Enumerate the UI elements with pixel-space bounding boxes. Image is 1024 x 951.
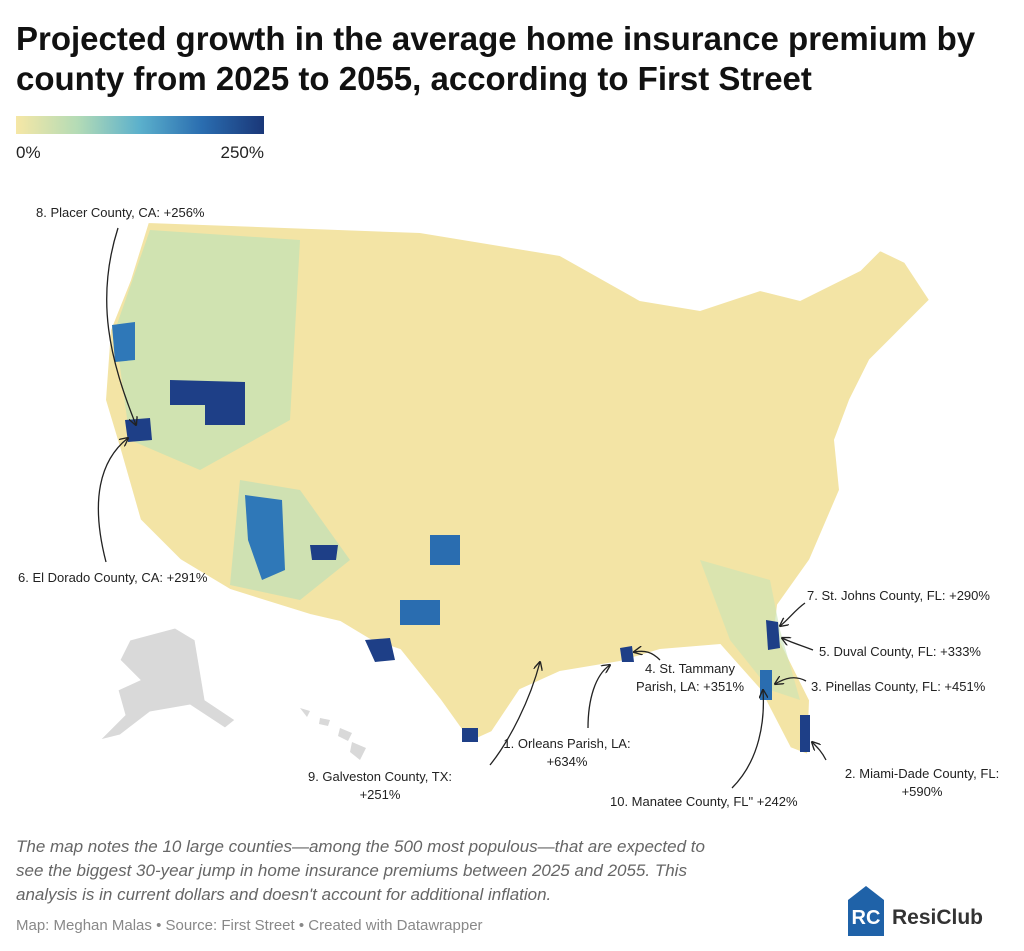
hotspot (400, 600, 440, 625)
arrow (587, 665, 610, 729)
annotation-line: 3. Pinellas County, FL: +451% (811, 679, 986, 694)
arrow (634, 651, 661, 661)
hotspot (310, 545, 338, 560)
annotation-line: 4. St. Tammany (645, 661, 736, 676)
hotspot (245, 495, 285, 580)
alaska (98, 627, 236, 741)
caption-line: see the biggest 30-year jump in home ins… (16, 861, 687, 880)
annotation-line: +251% (360, 787, 401, 802)
hotspot (766, 620, 780, 650)
arrow (97, 438, 128, 563)
arrow (782, 638, 814, 651)
annotation-line: +590% (902, 784, 943, 799)
arrow (731, 690, 763, 789)
annotation-line: 6. El Dorado County, CA: +291% (18, 570, 208, 585)
arrow (489, 662, 540, 766)
annotation-line: 5. Duval County, FL: +333% (819, 644, 981, 659)
hotspot (125, 418, 152, 442)
title-line: Projected growth in the average home ins… (16, 20, 976, 57)
legend-bar (16, 116, 264, 134)
annotation-line: 10. Manatee County, FL" +242% (610, 794, 798, 809)
logo-shape (848, 886, 884, 936)
source: Map: Meghan Malas • Source: First Street… (16, 917, 483, 934)
title-line: county from 2025 to 2055, according to F… (16, 60, 812, 97)
arrow (780, 602, 806, 626)
arrow (106, 227, 136, 425)
hotspot (800, 715, 810, 752)
map (98, 220, 932, 760)
hotspot (462, 728, 478, 742)
hawaii (300, 708, 366, 760)
arrow (775, 678, 807, 684)
annotations: 1. Orleans Parish, LA: +634% 2. Miami-Dade… (18, 205, 999, 809)
logo-name: ResiClub (892, 906, 983, 929)
annotation-line: 8. Placer County, CA: +256% (36, 205, 205, 220)
arrows (97, 227, 827, 789)
hotspot (760, 670, 772, 700)
arrow (812, 742, 827, 761)
annotation-line: 9. Galveston County, TX: (308, 769, 452, 784)
annotation-line: 2. Miami-Dade County, FL: (845, 766, 999, 781)
caption-line: The map notes the 10 large counties—amon… (16, 837, 705, 856)
annotation-line: +634% (547, 754, 588, 769)
logo: RC ResiClub (848, 886, 983, 936)
legend-label: 0% (16, 143, 41, 162)
hotspot (620, 646, 634, 662)
annotation-line: 7. St. Johns County, FL: +290% (807, 588, 990, 603)
caption-line: analysis is in current dollars and doesn… (16, 885, 551, 904)
annotation-line: 1. Orleans Parish, LA: (503, 736, 630, 751)
hotspot (170, 380, 245, 425)
hotspot (365, 638, 395, 662)
legend-label: 250% (221, 143, 264, 162)
hotspot (430, 535, 460, 565)
annotation-line: Parish, LA: +351% (636, 679, 744, 694)
logo-mark: RC (852, 907, 881, 929)
region (115, 230, 300, 470)
region (700, 560, 800, 700)
hotspot (112, 322, 135, 362)
